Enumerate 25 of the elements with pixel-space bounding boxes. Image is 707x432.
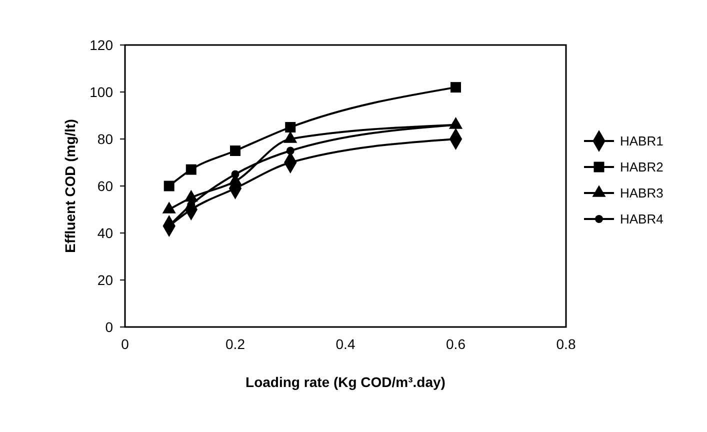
legend-label: HABR1	[620, 134, 664, 149]
y-tick-label: 60	[97, 178, 114, 194]
x-tick-label: 0.6	[446, 336, 466, 352]
legend-label: HABR4	[620, 212, 664, 227]
y-tick-label: 20	[97, 272, 114, 288]
y-tick-label: 120	[90, 36, 114, 53]
x-axis-title: Loading rate (Kg COD/m³.day)	[246, 374, 446, 390]
y-tick-label: 100	[90, 84, 114, 100]
point	[231, 170, 240, 178]
x-tick-label: 0.2	[226, 336, 246, 352]
point	[286, 146, 294, 155]
x-tick-label: 0.8	[556, 336, 576, 352]
y-tick-label: 40	[97, 224, 114, 241]
legend-label: HABR3	[620, 186, 664, 201]
y-axis-title: Effluent COD (mg/lt)	[62, 119, 78, 253]
x-tick-label: 0.4	[336, 336, 356, 352]
y-tick-label: 0	[105, 318, 114, 335]
point	[186, 164, 196, 175]
legend-label: HABR2	[620, 160, 664, 175]
point	[164, 180, 174, 192]
x-tick-label: 0	[121, 336, 130, 352]
point	[450, 82, 461, 93]
point	[230, 146, 240, 156]
y-tick-label: 80	[97, 130, 114, 147]
point	[285, 122, 296, 132]
